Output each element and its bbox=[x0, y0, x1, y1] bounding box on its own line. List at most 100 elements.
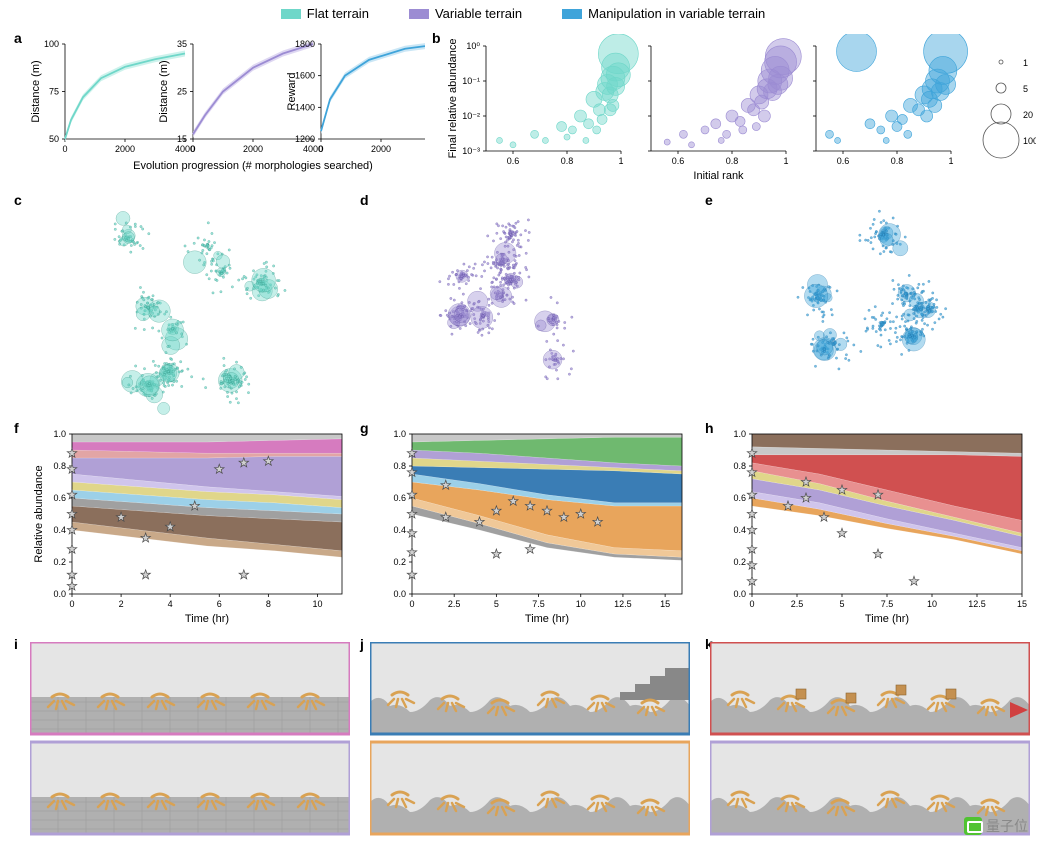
svg-text:1200: 1200 bbox=[295, 134, 315, 144]
abundance-h: 0.00.20.40.60.81.002.557.51012.515Time (… bbox=[710, 426, 1035, 631]
svg-text:0.8: 0.8 bbox=[561, 156, 574, 166]
svg-text:Final relative abundance: Final relative abundance bbox=[447, 39, 459, 159]
svg-text:5: 5 bbox=[839, 599, 844, 609]
svg-text:2000: 2000 bbox=[371, 144, 391, 154]
svg-text:0.6: 0.6 bbox=[53, 493, 66, 503]
svg-text:15: 15 bbox=[1017, 599, 1027, 609]
legend-item-manipulation: Manipulation in variable terrain bbox=[562, 6, 765, 21]
svg-text:Time (hr): Time (hr) bbox=[865, 613, 909, 625]
svg-text:0: 0 bbox=[190, 144, 195, 154]
svg-text:Distance (m): Distance (m) bbox=[30, 60, 42, 122]
render-i bbox=[30, 642, 350, 842]
legend-item-flat: Flat terrain bbox=[281, 6, 369, 21]
legend: Flat terrain Variable terrain Manipulati… bbox=[0, 6, 1046, 21]
scatter-row-b: 0.6 0.8 1 10⁻³ 10⁻² 10⁻¹ 10⁰ Final relative abu… bbox=[446, 34, 1036, 184]
svg-text:2000: 2000 bbox=[115, 144, 135, 154]
svg-text:1.0: 1.0 bbox=[733, 429, 746, 439]
svg-text:8: 8 bbox=[266, 599, 271, 609]
svg-text:0: 0 bbox=[69, 599, 74, 609]
svg-text:0.6: 0.6 bbox=[837, 156, 850, 166]
svg-text:0.4: 0.4 bbox=[53, 525, 66, 535]
svg-text:12.5: 12.5 bbox=[614, 599, 632, 609]
svg-text:0.2: 0.2 bbox=[53, 557, 66, 567]
svg-text:100: 100 bbox=[44, 39, 59, 49]
svg-text:10: 10 bbox=[576, 599, 586, 609]
svg-text:0.8: 0.8 bbox=[393, 461, 406, 471]
panel-label-i: i bbox=[14, 636, 18, 652]
svg-text:10⁻¹: 10⁻¹ bbox=[462, 76, 480, 86]
render-k bbox=[710, 642, 1030, 842]
svg-text:Evolution progression (# morph: Evolution progression (# morphologies se… bbox=[133, 160, 373, 172]
panel-label-j: j bbox=[360, 636, 364, 652]
legend-item-variable: Variable terrain bbox=[409, 6, 522, 21]
svg-text:0.6: 0.6 bbox=[672, 156, 685, 166]
svg-text:1.0: 1.0 bbox=[53, 429, 66, 439]
abundance-g: 0.00.20.40.60.81.002.557.51012.515Time (… bbox=[370, 426, 695, 631]
svg-text:50: 50 bbox=[49, 134, 59, 144]
svg-text:0.0: 0.0 bbox=[53, 589, 66, 599]
svg-text:Relative abundance: Relative abundance bbox=[33, 465, 45, 562]
svg-text:0.2: 0.2 bbox=[733, 557, 746, 567]
svg-text:6: 6 bbox=[217, 599, 222, 609]
svg-text:2.5: 2.5 bbox=[448, 599, 461, 609]
panel-label-f: f bbox=[14, 420, 19, 436]
svg-text:10⁻³: 10⁻³ bbox=[462, 146, 480, 156]
svg-text:0.4: 0.4 bbox=[733, 525, 746, 535]
swatch-manipulation bbox=[562, 9, 582, 19]
embedding-d bbox=[360, 195, 690, 415]
svg-text:0.2: 0.2 bbox=[393, 557, 406, 567]
svg-text:25: 25 bbox=[177, 87, 187, 97]
svg-text:15: 15 bbox=[660, 599, 670, 609]
svg-text:1: 1 bbox=[618, 156, 623, 166]
svg-text:12.5: 12.5 bbox=[968, 599, 986, 609]
svg-text:0: 0 bbox=[409, 599, 414, 609]
svg-text:1.0: 1.0 bbox=[393, 429, 406, 439]
legend-label: Variable terrain bbox=[435, 6, 522, 21]
svg-text:35: 35 bbox=[177, 39, 187, 49]
watermark-text: 量子位 bbox=[986, 816, 1028, 836]
embedding-e bbox=[700, 195, 1030, 415]
wechat-icon bbox=[964, 817, 982, 835]
svg-text:75: 75 bbox=[49, 87, 59, 97]
panel-label-b: b bbox=[432, 30, 441, 46]
svg-text:Reward: Reward bbox=[286, 73, 298, 111]
svg-text:100: 100 bbox=[1023, 136, 1036, 146]
legend-label: Flat terrain bbox=[307, 6, 369, 21]
figure-root: Flat terrain Variable terrain Manipulati… bbox=[0, 0, 1046, 854]
svg-text:0.6: 0.6 bbox=[393, 493, 406, 503]
svg-text:10⁻²: 10⁻² bbox=[462, 111, 480, 121]
svg-text:1: 1 bbox=[948, 156, 953, 166]
swatch-flat bbox=[281, 9, 301, 19]
svg-text:10: 10 bbox=[927, 599, 937, 609]
svg-text:0.4: 0.4 bbox=[393, 525, 406, 535]
svg-text:2000: 2000 bbox=[243, 144, 263, 154]
svg-text:0.0: 0.0 bbox=[393, 589, 406, 599]
legend-label: Manipulation in variable terrain bbox=[588, 6, 765, 21]
render-j bbox=[370, 642, 690, 842]
svg-text:15: 15 bbox=[177, 134, 187, 144]
svg-text:7.5: 7.5 bbox=[881, 599, 894, 609]
svg-text:2.5: 2.5 bbox=[791, 599, 804, 609]
svg-text:Distance (m): Distance (m) bbox=[158, 60, 170, 122]
embedding-c bbox=[20, 195, 350, 415]
svg-text:1: 1 bbox=[1023, 58, 1028, 68]
svg-text:5: 5 bbox=[1023, 84, 1028, 94]
svg-text:0.8: 0.8 bbox=[726, 156, 739, 166]
svg-text:10⁰: 10⁰ bbox=[466, 41, 480, 51]
svg-text:2: 2 bbox=[119, 599, 124, 609]
svg-text:1: 1 bbox=[783, 156, 788, 166]
svg-text:0.8: 0.8 bbox=[733, 461, 746, 471]
evolution-curves-row-a: 5075100020004000Distance (m)152535020004… bbox=[30, 34, 425, 184]
svg-text:7.5: 7.5 bbox=[532, 599, 545, 609]
svg-text:0: 0 bbox=[749, 599, 754, 609]
svg-text:0.6: 0.6 bbox=[733, 493, 746, 503]
svg-text:1800: 1800 bbox=[295, 39, 315, 49]
svg-text:20: 20 bbox=[1023, 110, 1033, 120]
svg-text:0.8: 0.8 bbox=[53, 461, 66, 471]
svg-text:5: 5 bbox=[494, 599, 499, 609]
svg-text:0: 0 bbox=[318, 144, 323, 154]
swatch-variable bbox=[409, 9, 429, 19]
svg-text:0.8: 0.8 bbox=[891, 156, 904, 166]
svg-text:Time (hr): Time (hr) bbox=[185, 613, 229, 625]
svg-text:Initial rank: Initial rank bbox=[693, 170, 744, 182]
